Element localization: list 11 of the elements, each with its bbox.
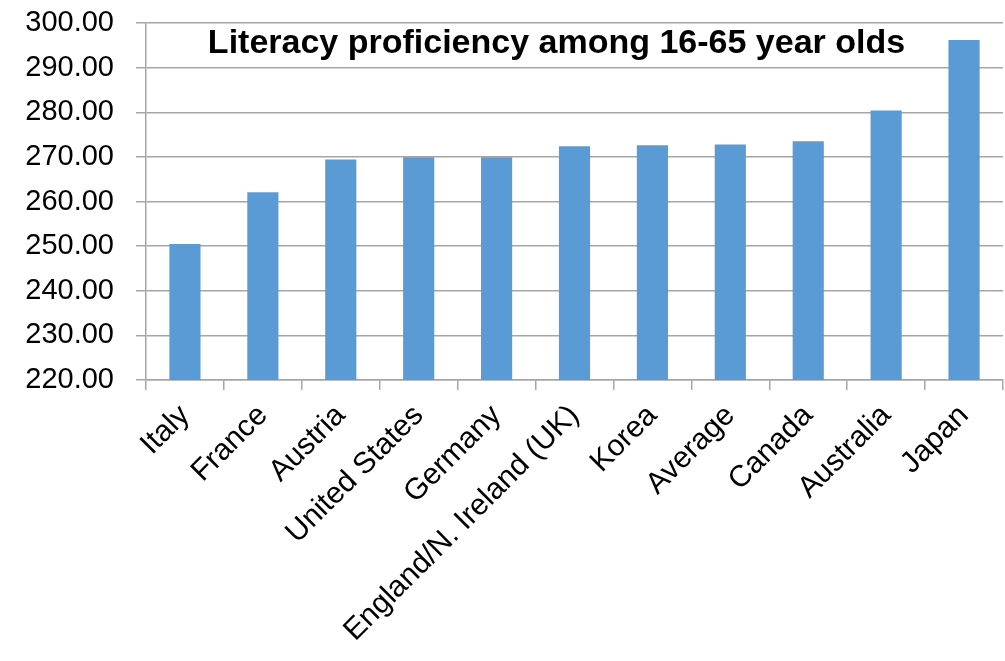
y-tick-label: 300.00 (25, 5, 114, 37)
chart-title: Literacy proficiency among 16-65 year olds (207, 22, 906, 61)
y-tick-label: 280.00 (25, 94, 114, 127)
y-tick-label: 260.00 (25, 183, 114, 216)
y-tick-label: 250.00 (25, 228, 114, 261)
y-tick-label: 220.00 (25, 362, 114, 394)
y-tick-label: 230.00 (25, 317, 114, 350)
y-tick-label: 240.00 (25, 272, 114, 305)
x-tick-label: Italy (132, 397, 196, 460)
y-tick-label: 270.00 (25, 138, 114, 171)
y-tick-label: 290.00 (25, 49, 114, 82)
